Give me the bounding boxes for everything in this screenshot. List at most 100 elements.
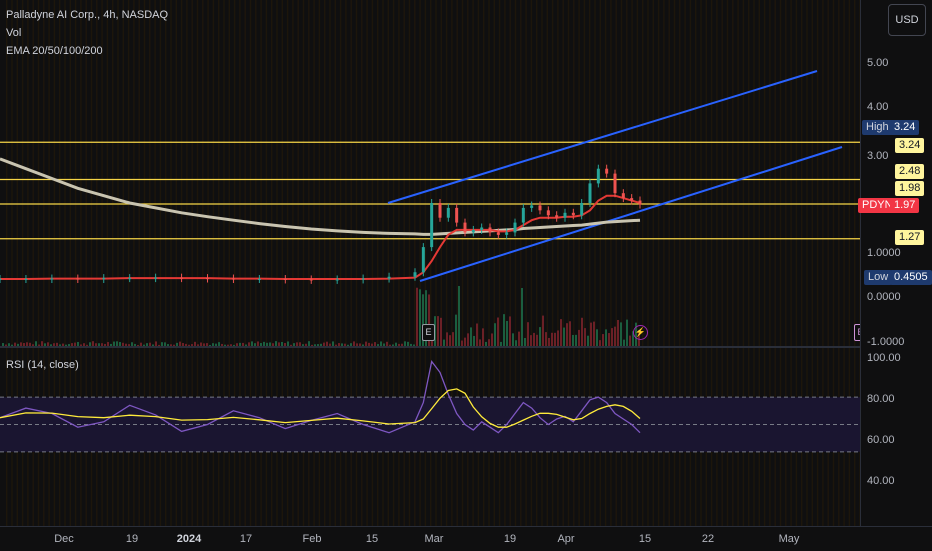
volume-bar xyxy=(380,341,382,346)
candle-body xyxy=(638,200,642,205)
time-tick: 15 xyxy=(638,533,652,545)
session-stripe xyxy=(716,0,718,347)
earnings-event-icon[interactable]: E xyxy=(422,324,435,341)
volume-bar xyxy=(98,343,100,346)
volume-bar xyxy=(107,342,109,346)
candle-body xyxy=(128,278,132,280)
session-stripe xyxy=(748,0,750,347)
price-scale[interactable] xyxy=(860,0,932,526)
volume-bar xyxy=(179,341,181,346)
session-stripe xyxy=(514,0,517,347)
time-tick: 2024 xyxy=(176,533,202,545)
candle-body xyxy=(613,173,617,194)
volume-bar xyxy=(458,286,460,346)
session-stripe xyxy=(366,0,368,347)
session-stripe xyxy=(196,0,199,347)
level-tag: 3.24 xyxy=(895,138,925,153)
volume-bar xyxy=(266,342,268,346)
volume-bar xyxy=(344,343,346,346)
lightning-icon[interactable]: ⚡ xyxy=(633,325,648,340)
session-stripe xyxy=(271,0,273,347)
rsi-pane[interactable] xyxy=(0,348,860,526)
volume-bar xyxy=(17,343,19,346)
session-stripe xyxy=(11,0,13,347)
session-stripe xyxy=(705,0,707,347)
time-tick: 17 xyxy=(239,533,253,545)
currency-button[interactable]: USD xyxy=(888,4,926,36)
session-stripe xyxy=(85,0,87,347)
session-stripe xyxy=(382,0,384,347)
volume-bar xyxy=(290,344,292,346)
session-stripe xyxy=(445,0,448,347)
time-axis[interactable]: Dec 19 2024 17 Feb 15 Mar 19 Apr 15 22 M… xyxy=(0,526,932,551)
volume-bar xyxy=(482,328,484,346)
symbol-tag: PDYN xyxy=(858,198,897,213)
volume-bar xyxy=(626,319,628,346)
volume-bar xyxy=(593,321,595,346)
session-stripe xyxy=(133,0,135,347)
time-tick: Apr xyxy=(557,533,575,545)
volume-bar xyxy=(521,288,523,346)
session-stripe xyxy=(467,0,469,347)
high-value: 3.24 xyxy=(890,120,920,135)
ema-legend[interactable]: EMA 20/50/100/200 xyxy=(6,45,103,57)
session-stripe xyxy=(32,0,34,347)
session-stripe xyxy=(207,0,209,347)
level-tag: 2.48 xyxy=(895,164,925,179)
session-stripe xyxy=(695,0,697,347)
volume-bar xyxy=(401,343,403,346)
volume-bar xyxy=(464,337,466,346)
volume-bar xyxy=(314,344,316,346)
session-stripe xyxy=(790,0,792,347)
session-stripe xyxy=(498,0,501,347)
volume-bar xyxy=(305,343,307,346)
session-stripe xyxy=(430,0,432,347)
low-label: Low xyxy=(864,270,893,285)
time-tick: 15 xyxy=(365,533,379,545)
volume-bar xyxy=(524,337,526,346)
candle-body xyxy=(438,203,442,218)
session-stripe xyxy=(854,0,856,347)
pane-separator[interactable] xyxy=(0,346,932,348)
session-stripe xyxy=(313,0,315,347)
volume-bar xyxy=(260,343,262,346)
volume-bar xyxy=(176,342,178,346)
session-stripe xyxy=(127,0,130,347)
volume-bar xyxy=(35,341,37,346)
session-stripe xyxy=(377,0,379,347)
volume-bar xyxy=(578,329,580,346)
symbol-title[interactable]: Palladyne AI Corp., 4h, NASDAQ xyxy=(6,9,169,21)
price-pane[interactable] xyxy=(0,0,860,347)
volume-bar xyxy=(23,343,25,346)
volume-legend[interactable]: Vol xyxy=(6,27,22,39)
rsi-legend[interactable]: RSI (14, close) xyxy=(6,359,79,371)
session-stripe xyxy=(96,0,98,347)
volume-bar xyxy=(188,344,190,346)
session-stripe xyxy=(620,0,623,347)
session-stripe xyxy=(461,0,464,347)
candle-body xyxy=(588,183,592,203)
time-tick: May xyxy=(778,533,800,545)
session-stripe xyxy=(806,0,808,347)
session-stripe xyxy=(387,0,389,347)
session-stripe xyxy=(636,0,639,347)
session-stripe xyxy=(488,0,490,347)
session-stripe xyxy=(557,0,559,347)
volume-bar xyxy=(125,343,127,346)
volume-bar xyxy=(461,340,463,346)
time-tick: 22 xyxy=(701,533,715,545)
volume-bar xyxy=(44,343,46,346)
session-stripe xyxy=(763,0,766,347)
rsi-scale-label: 80.00 xyxy=(867,393,895,405)
volume-bar xyxy=(455,314,457,346)
volume-bar xyxy=(77,341,79,346)
session-stripe xyxy=(361,0,363,347)
price-chart[interactable] xyxy=(0,0,860,347)
volume-bar xyxy=(173,344,175,346)
volume-bar xyxy=(608,333,610,346)
session-stripe xyxy=(589,0,591,347)
volume-bar xyxy=(476,323,478,346)
volume-bar xyxy=(152,344,154,346)
volume-bar xyxy=(398,343,400,346)
volume-bar xyxy=(20,342,22,346)
